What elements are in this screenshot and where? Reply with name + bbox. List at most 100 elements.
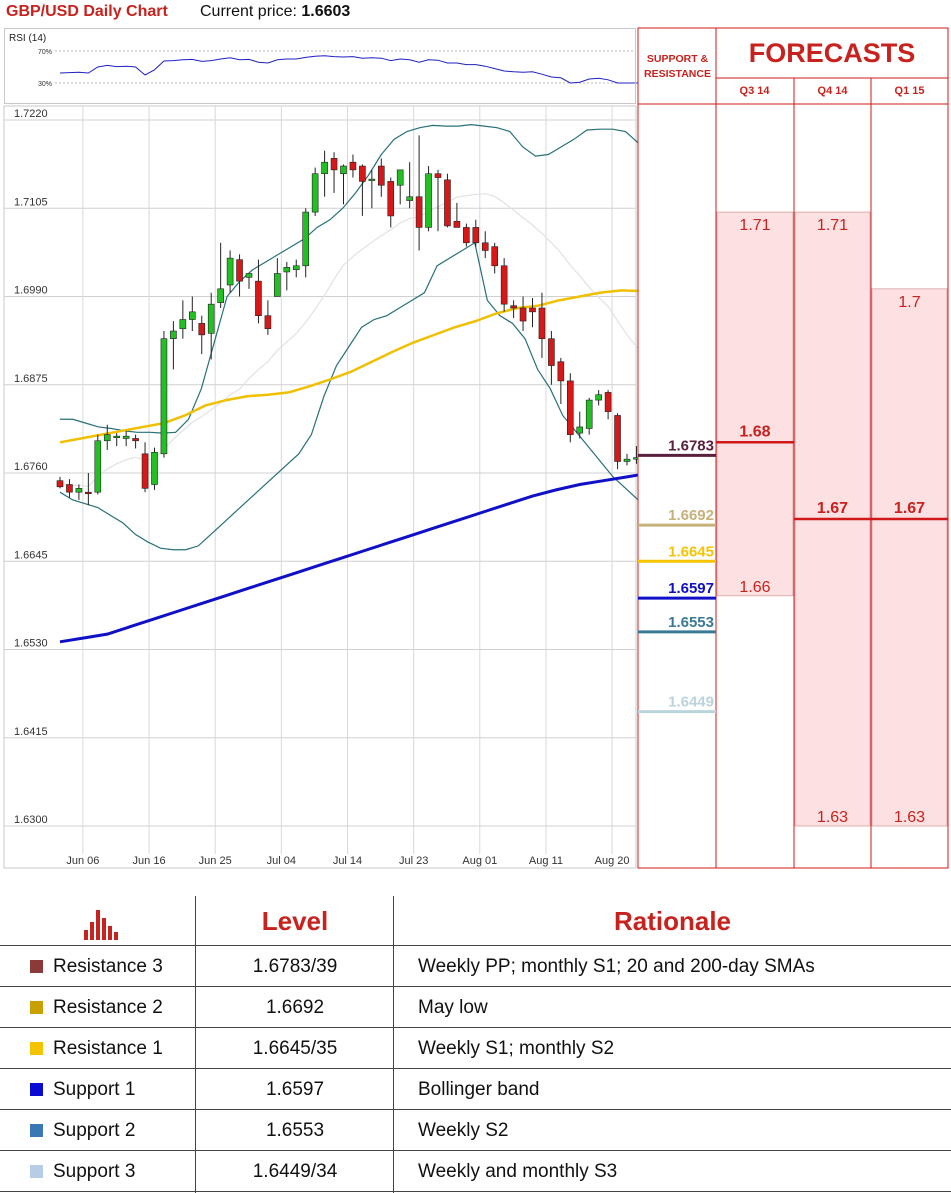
x-tick-label: Aug 11 [529, 855, 563, 867]
candle-body [122, 435, 130, 439]
forecast-low-label: 1.63 [894, 809, 925, 826]
candle-body [217, 288, 224, 303]
table-row: Support 2 1.6553 Weekly S2 [0, 1110, 951, 1151]
level-name: Resistance 3 [53, 956, 163, 977]
candle-body [283, 267, 291, 273]
candle-body [66, 484, 73, 493]
candle-body [274, 273, 281, 297]
candle-body [170, 330, 177, 340]
x-tick-label: Jul 23 [399, 855, 428, 867]
level-label: 1.6449 [668, 694, 714, 711]
candle-body [491, 246, 499, 267]
column-divider-1 [195, 896, 196, 1193]
forecast-low-label: 1.63 [817, 809, 848, 826]
candle-body [160, 338, 168, 455]
level-name: Resistance 2 [53, 997, 163, 1018]
candle-body [236, 259, 243, 282]
x-tick-label: Jul 14 [333, 855, 362, 867]
level-name: Support 1 [53, 1079, 136, 1100]
quarter-header-q1: Q1 15 [894, 85, 925, 97]
level-rationale: Weekly S1; monthly S2 [418, 1038, 615, 1059]
candle-body [94, 440, 102, 493]
table-row: Support 3 1.6449/34 Weekly and monthly S3 [0, 1151, 951, 1192]
forecast-high-label: 1.71 [817, 217, 848, 234]
level-name: Support 2 [53, 1120, 136, 1141]
x-tick-label: Aug 01 [462, 855, 497, 867]
rsi-title: RSI (14) [9, 33, 47, 44]
header-divider [0, 945, 951, 946]
candle-body [557, 361, 565, 382]
candle-body [585, 399, 593, 429]
sr-header-line-1: SUPPORT & [646, 53, 709, 65]
level-label: 1.6783 [668, 437, 714, 454]
candle-body [529, 307, 536, 313]
level-label: 1.6597 [668, 580, 714, 597]
candle-body [604, 392, 612, 412]
level-value: 1.6449/34 [252, 1161, 338, 1182]
current-price-value: 1.6603 [301, 3, 351, 20]
level-header: Level [261, 906, 329, 936]
candle-body [330, 158, 338, 171]
level-color-swatch [30, 960, 43, 973]
level-color-swatch [30, 1124, 43, 1137]
x-tick-label: Jul 04 [267, 855, 296, 867]
level-rationale: Bollinger band [418, 1079, 540, 1100]
level-label: 1.6692 [668, 507, 714, 524]
candle-body [519, 307, 527, 322]
candle-body [349, 161, 357, 171]
candle-body [198, 323, 206, 336]
candle-body [472, 227, 480, 244]
candle-body [245, 273, 253, 278]
candle-body [132, 438, 139, 442]
y-tick-label: 1.7105 [14, 196, 48, 208]
level-value: 1.6645/35 [252, 1038, 338, 1059]
table-row: Support 1 1.6597 Bollinger band [0, 1069, 951, 1110]
chart-header: GBP/USD Daily Chart Current price: 1.660… [0, 0, 640, 28]
candle-body [415, 196, 423, 228]
sma-yellow-line [59, 289, 705, 444]
level-rationale: Weekly S2 [418, 1120, 509, 1141]
candle-body [292, 265, 300, 270]
level-name: Resistance 1 [53, 1038, 163, 1059]
candle-body [538, 307, 546, 340]
candle-body [113, 435, 120, 438]
chart-canvas: 1.7220 1.7105 1.6990 1.6875 1.6760 1.6645 1.65… [3, 27, 949, 869]
candle-body [141, 453, 149, 489]
y-tick-label: 1.6760 [14, 461, 48, 473]
levels-table: Level Rationale Resistance 3 1.6783/39 Wee… [0, 896, 951, 1193]
candle-body [444, 179, 451, 227]
candle-body [151, 451, 158, 485]
current-price-label: Current price: 1.6603 [200, 3, 350, 21]
candle-body [548, 338, 555, 366]
candle-body [340, 165, 347, 175]
candle-body [425, 173, 432, 228]
chart-title: GBP/USD Daily Chart [6, 3, 168, 20]
candle-body [614, 415, 621, 462]
level-label: 1.6553 [668, 614, 714, 631]
candle-body [566, 380, 574, 435]
y-tick-label: 1.6990 [14, 285, 48, 297]
level-rationale: May low [418, 997, 488, 1018]
y-tick-label: 1.6645 [14, 549, 48, 561]
forecasts-title: FORECASTS [748, 38, 916, 68]
candle-body [85, 491, 92, 495]
x-tick-label: Jun 06 [66, 855, 99, 867]
x-tick-label: Jun 16 [133, 855, 166, 867]
level-rationale: Weekly PP; monthly S1; 20 and 200-day SM… [418, 956, 815, 977]
candle-body [359, 165, 366, 182]
table-row: Resistance 2 1.6692 May low [0, 987, 951, 1028]
candle-body [321, 161, 328, 175]
candle-body [103, 434, 111, 442]
candle-body [207, 303, 215, 334]
table-row: Resistance 1 1.6645/35 Weekly S1; monthly … [0, 1028, 951, 1069]
forecast-range-box [871, 288, 948, 827]
x-tick-label: Jun 25 [199, 855, 232, 867]
quarter-header-q3: Q3 14 [739, 85, 770, 97]
candle-body [377, 165, 385, 186]
candle-body [255, 280, 262, 316]
rationale-header: Rationale [613, 906, 732, 936]
forecast-high-label: 1.71 [739, 217, 770, 234]
y-tick-label: 1.6875 [14, 373, 48, 385]
candle-body [387, 181, 395, 217]
level-rationale: Weekly and monthly S3 [418, 1161, 618, 1182]
